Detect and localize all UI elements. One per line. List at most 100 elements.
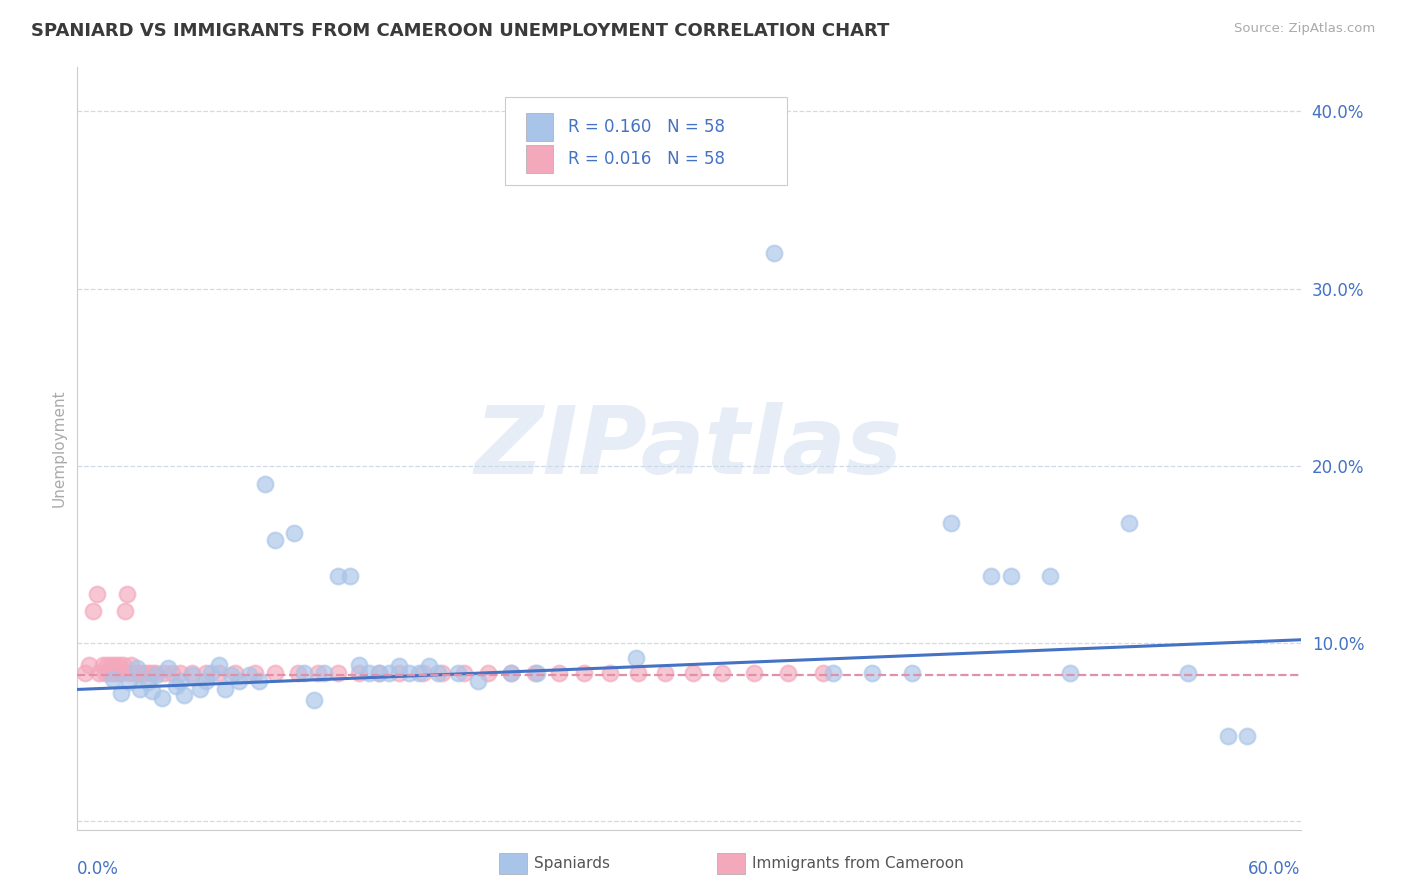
Point [811,666,834,681]
Point [115,587,138,601]
Point [101,666,124,681]
Point [501,666,523,681]
Point [219,668,242,682]
Point [100,657,122,672]
Point [188,682,211,697]
Point [110,666,132,681]
Point [96,657,118,672]
Point [467,673,489,688]
Point [418,659,440,673]
Point [501,666,523,681]
Point [339,569,361,583]
Point [253,476,276,491]
Point [762,246,785,260]
Point [173,688,195,702]
Point [208,666,231,681]
Point [97,666,120,681]
Point [129,666,152,681]
Point [432,666,454,681]
Point [263,533,285,548]
Point [524,666,547,681]
Point [157,661,180,675]
Point [287,666,309,681]
Point [228,673,250,688]
Point [200,666,222,681]
Point [1236,729,1258,743]
Point [110,686,132,700]
Point [368,666,391,681]
Point [624,650,647,665]
FancyBboxPatch shape [506,97,787,186]
Text: Spaniards: Spaniards [534,856,610,871]
Point [194,666,217,681]
Point [477,666,499,681]
Text: 0.0%: 0.0% [77,860,120,878]
Text: SPANIARD VS IMMIGRANTS FROM CAMEROON UNEMPLOYMENT CORRELATION CHART: SPANIARD VS IMMIGRANTS FROM CAMEROON UNE… [31,22,890,40]
Text: 60.0%: 60.0% [1249,860,1301,878]
Point [326,569,349,583]
Point [1059,666,1081,681]
Point [526,666,548,681]
Point [326,666,349,681]
Point [427,666,450,681]
Point [599,666,621,681]
Point [283,526,305,541]
Point [107,657,129,672]
Point [547,666,569,681]
Point [169,666,191,681]
Point [776,666,799,681]
Point [208,657,231,672]
Point [86,587,108,601]
Point [574,666,596,681]
Point [627,666,650,681]
Point [378,666,401,681]
Point [125,666,148,681]
FancyBboxPatch shape [526,113,553,141]
Point [1039,569,1062,583]
Point [302,693,325,707]
Point [742,666,765,681]
Point [862,666,884,681]
Point [654,666,676,681]
Point [682,666,704,681]
Point [263,666,285,681]
Y-axis label: Unemployment: Unemployment [51,390,66,507]
Point [114,604,136,618]
Point [238,668,260,682]
Point [75,666,97,681]
Text: Immigrants from Cameroon: Immigrants from Cameroon [752,856,965,871]
Point [194,673,217,688]
Point [138,666,160,681]
Point [821,666,844,681]
Point [388,659,411,673]
Point [941,516,963,530]
Point [1000,569,1022,583]
Point [104,657,127,672]
Point [408,666,430,681]
Point [711,666,734,681]
Point [349,657,371,672]
Point [359,666,381,681]
Point [134,666,156,681]
Point [145,666,167,681]
Point [150,691,173,706]
Point [349,666,371,681]
Point [180,668,202,682]
Point [77,657,100,672]
Text: R = 0.160   N = 58: R = 0.160 N = 58 [568,118,725,136]
Point [129,682,152,697]
Point [1118,516,1140,530]
Point [138,675,160,690]
Point [243,666,266,681]
Point [224,666,246,681]
Point [307,666,329,681]
Point [111,657,134,672]
Point [141,684,163,698]
Point [398,666,420,681]
Point [1216,729,1239,743]
Point [412,666,434,681]
Point [82,604,104,618]
Point [388,666,411,681]
Point [153,666,176,681]
Point [87,666,110,681]
